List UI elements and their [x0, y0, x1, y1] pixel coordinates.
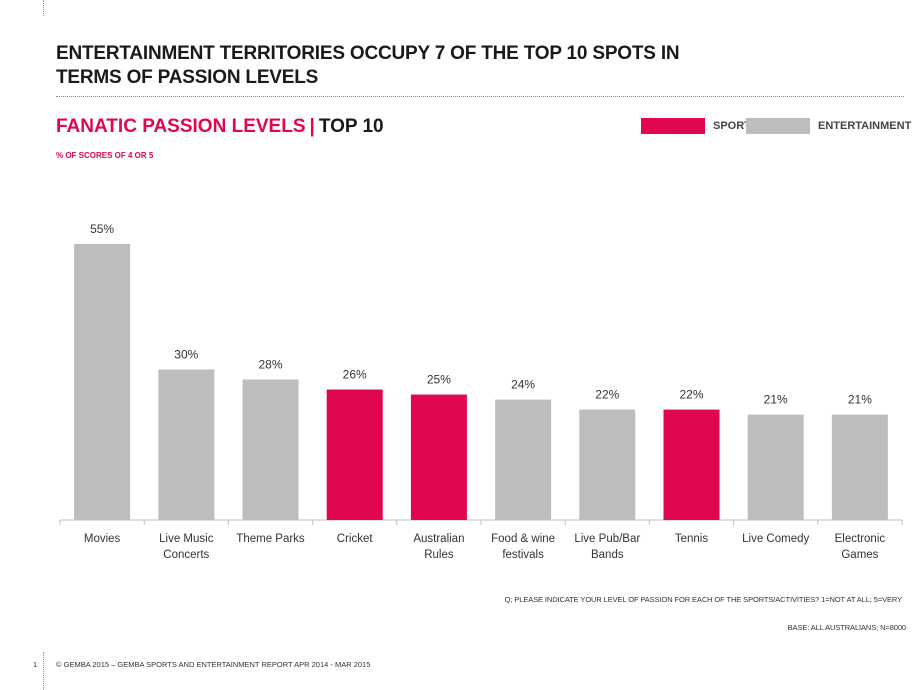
- legend-sport-swatch: [641, 118, 705, 134]
- legend-sport: SPORT: [641, 118, 751, 134]
- title-divider: [56, 96, 904, 97]
- x-tick-label-4-line-2: Rules: [424, 549, 454, 561]
- x-tick-label-4: Australian: [413, 533, 464, 545]
- x-tick-label-7: Tennis: [675, 533, 708, 545]
- page-title: ENTERTAINMENT TERRITORIES OCCUPY 7 OF TH…: [56, 42, 756, 90]
- subtitle-suffix: TOP 10: [318, 116, 384, 137]
- chart-note: % OF SCORES OF 4 OR 5: [56, 151, 154, 160]
- x-tick-label-2: Theme Parks: [236, 533, 305, 545]
- data-label-6: 22%: [595, 388, 619, 402]
- bar-7: [663, 409, 720, 520]
- page-title-line-2: TERMS OF PASSION LEVELS: [56, 67, 319, 88]
- data-label-5: 24%: [511, 378, 535, 392]
- data-label-0: 55%: [90, 222, 114, 236]
- chart-subtitle: FANATIC PASSION LEVELS | TOP 10: [56, 116, 384, 138]
- x-tick-label-1: Live Music: [159, 533, 214, 545]
- data-label-9: 21%: [848, 393, 872, 407]
- data-label-7: 22%: [679, 388, 703, 402]
- x-tick-label-9: Electronic: [835, 533, 886, 545]
- bar-6: [579, 409, 636, 520]
- bottom-dotted-mark: [43, 652, 44, 690]
- bar-1: [158, 369, 215, 520]
- page-title-line-1: ENTERTAINMENT TERRITORIES OCCUPY 7 OF TH…: [56, 43, 680, 64]
- bar-4: [410, 394, 467, 520]
- data-label-2: 28%: [258, 357, 282, 371]
- legend-entertainment-swatch: [746, 118, 810, 134]
- x-tick-label-9-line-2: Games: [841, 549, 878, 561]
- subtitle-separator: |: [309, 116, 315, 137]
- x-tick-label-0: Movies: [84, 533, 121, 545]
- x-tick-label-6-line-2: Bands: [591, 549, 624, 561]
- legend-entertainment: ENTERTAINMENT: [746, 118, 911, 134]
- data-label-1: 30%: [174, 347, 198, 361]
- data-label-4: 25%: [427, 373, 451, 387]
- data-label-8: 21%: [764, 393, 788, 407]
- source-question: Q; PLEASE INDICATE YOUR LEVEL OF PASSION…: [504, 595, 902, 604]
- bar-0: [74, 244, 131, 520]
- top-dotted-mark: [43, 0, 44, 16]
- x-tick-label-1-line-2: Concerts: [163, 549, 209, 561]
- page-number: 1: [33, 660, 38, 669]
- x-tick-label-3: Cricket: [337, 533, 374, 545]
- base-note: BASE: ALL AUSTRALIANS; N=8000: [787, 623, 906, 632]
- bar-8: [747, 414, 804, 520]
- legend-entertainment-label: ENTERTAINMENT: [818, 120, 912, 132]
- data-label-3: 26%: [343, 368, 367, 382]
- x-tick-label-5: Food & wine: [491, 533, 555, 545]
- legend-sport-label: SPORT: [713, 120, 751, 132]
- footer-text: © GEMBA 2015 – GEMBA SPORTS AND ENTERTAI…: [56, 660, 371, 669]
- bar-3: [326, 389, 383, 520]
- x-tick-label-6: Live Pub/Bar: [574, 533, 640, 545]
- bar-5: [495, 399, 552, 520]
- subtitle-main: FANATIC PASSION LEVELS: [56, 116, 306, 137]
- x-tick-label-5-line-2: festivals: [502, 549, 544, 561]
- bar-9: [831, 414, 888, 520]
- x-tick-label-8: Live Comedy: [742, 533, 809, 545]
- bar-2: [242, 379, 299, 520]
